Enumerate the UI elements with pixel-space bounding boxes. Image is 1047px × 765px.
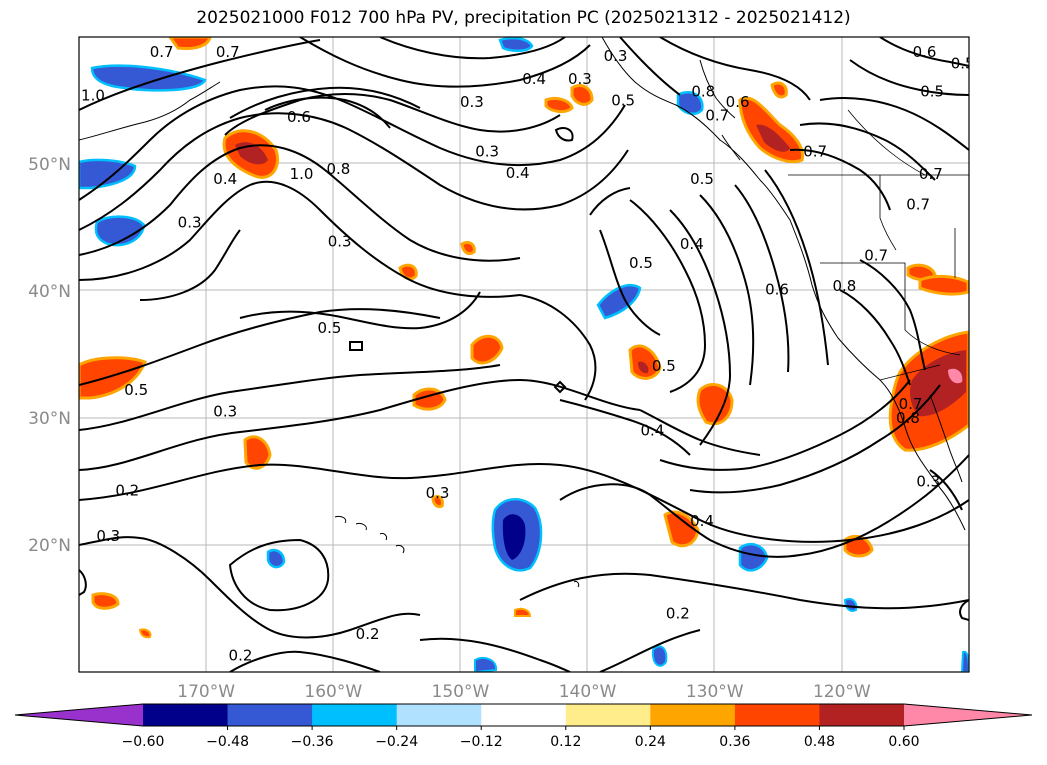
political-borders bbox=[788, 109, 969, 381]
pv-contours bbox=[79, 37, 969, 672]
contour-label: 0.2 bbox=[229, 646, 253, 664]
lon-label: 160°W bbox=[304, 682, 362, 702]
contour-label: 0.7 bbox=[705, 107, 729, 125]
contour-label: 0.4 bbox=[522, 70, 546, 88]
contour-label: 0.8 bbox=[832, 277, 856, 295]
contour-label: 0.3 bbox=[568, 70, 592, 88]
lat-label: 20°N bbox=[28, 536, 71, 556]
colorbar-extend-low bbox=[15, 704, 143, 726]
precipitation-shading bbox=[79, 37, 969, 672]
lon-label: 140°W bbox=[559, 682, 617, 702]
colorbar-tick-label: 0.12 bbox=[550, 734, 581, 750]
contour-label: 0.3 bbox=[604, 47, 628, 65]
contour-label: 0.3 bbox=[328, 232, 352, 250]
contour-label: 0.4 bbox=[690, 512, 714, 530]
colorbar-tick-label: −0.24 bbox=[375, 734, 418, 750]
contour-label: 0.2 bbox=[666, 605, 690, 623]
colorbar-tick-label: −0.36 bbox=[291, 734, 334, 750]
plot-frame bbox=[78, 36, 970, 673]
lat-label: 50°N bbox=[28, 155, 71, 175]
colorbar-tick-label: −0.60 bbox=[122, 734, 165, 750]
contour-label: 0.5 bbox=[690, 170, 714, 188]
contour-label: 0.2 bbox=[115, 481, 139, 499]
colorbar: −0.60 −0.48 −0.36 −0.24 −0.12 0.12 0.24 0.36 0.4… bbox=[14, 703, 1033, 750]
lon-label: 150°W bbox=[432, 682, 490, 702]
colorbar-tick-label: −0.12 bbox=[460, 734, 503, 750]
contour-labels: 0.7 0.71.0 0.30.4 0.30.30.80.60.50.60.50.60… bbox=[81, 43, 975, 664]
contour-label: 0.3 bbox=[426, 484, 450, 502]
contour-label: 0.5 bbox=[318, 319, 342, 337]
contour-label: 0.3 bbox=[96, 527, 120, 545]
contour-label: 0.6 bbox=[913, 43, 937, 61]
contour-label: 0.6 bbox=[287, 108, 311, 126]
colorbar-segment bbox=[227, 704, 313, 726]
colorbar-segment bbox=[312, 704, 398, 726]
colorbar-segment bbox=[734, 704, 820, 726]
contour-label: 1.0 bbox=[81, 86, 105, 104]
colorbar-segment bbox=[143, 704, 229, 726]
map-title: 2025021000 F012 700 hPa PV, precipitatio… bbox=[196, 8, 851, 28]
contour-label: 0.6 bbox=[726, 93, 750, 111]
contour-label: 0.4 bbox=[213, 170, 237, 188]
latitude-labels: 50°N 40°N 30°N 20°N bbox=[28, 155, 71, 556]
contour-label: 0.7 bbox=[864, 246, 888, 264]
contour-label: 0.3 bbox=[916, 473, 940, 491]
contour-label: 0.4 bbox=[680, 235, 704, 253]
contour-label: 0.3 bbox=[213, 403, 237, 421]
lon-label: 170°W bbox=[177, 682, 235, 702]
contour-label: 0.5 bbox=[124, 381, 148, 399]
colorbar-outline bbox=[14, 703, 1033, 727]
contour-label: 0.4 bbox=[506, 164, 530, 182]
colorbar-segment bbox=[650, 704, 736, 726]
contour-label: 0.8 bbox=[326, 160, 350, 178]
negative-precip-areas bbox=[79, 37, 969, 672]
colorbar-tick-label: 0.60 bbox=[888, 734, 919, 750]
lat-label: 30°N bbox=[28, 409, 71, 429]
contour-label: 0.7 bbox=[803, 142, 827, 160]
colorbar-segment bbox=[819, 704, 905, 726]
contour-label: 0.7 bbox=[216, 43, 240, 61]
lon-label: 120°W bbox=[813, 682, 871, 702]
contour-label: 0.3 bbox=[178, 213, 202, 231]
colorbar-tick-label: 0.36 bbox=[719, 734, 750, 750]
contour-label: 0.7 bbox=[919, 165, 943, 183]
contour-label: 1.0 bbox=[290, 165, 314, 183]
contour-label: 0.8 bbox=[896, 409, 920, 427]
contour-label: 0.2 bbox=[356, 625, 380, 643]
contour-label: 0.7 bbox=[150, 43, 174, 61]
contour-label: 0.4 bbox=[640, 422, 664, 440]
colorbar-tick-label: −0.48 bbox=[206, 734, 249, 750]
contour-label: 0.5 bbox=[951, 55, 975, 73]
plot-background bbox=[79, 37, 969, 672]
lat-label: 40°N bbox=[28, 282, 71, 302]
contour-label: 0.5 bbox=[629, 254, 653, 272]
contour-label: 0.7 bbox=[906, 196, 930, 214]
colorbar-segment bbox=[481, 704, 567, 726]
lon-label: 130°W bbox=[686, 682, 744, 702]
colorbar-segment bbox=[565, 704, 651, 726]
contour-label: 0.8 bbox=[691, 83, 715, 101]
colorbar-tick-label: 0.24 bbox=[635, 734, 666, 750]
colorbar-tick-label: 0.48 bbox=[804, 734, 835, 750]
contour-label: 0.3 bbox=[460, 93, 484, 111]
positive-precip-areas bbox=[79, 37, 969, 639]
contour-label: 0.6 bbox=[765, 281, 789, 299]
contour-label: 0.5 bbox=[652, 357, 676, 375]
coastlines bbox=[79, 37, 966, 588]
contour-label: 0.7 bbox=[899, 395, 923, 413]
colorbar-segment bbox=[396, 704, 482, 726]
longitude-labels: 170°W 160°W 150°W 140°W 130°W 120°W bbox=[177, 682, 871, 702]
contour-label: 0.3 bbox=[475, 142, 499, 160]
contour-label: 0.5 bbox=[920, 83, 944, 101]
colorbar-extend-high bbox=[904, 704, 1032, 726]
contour-label: 0.5 bbox=[611, 92, 635, 110]
